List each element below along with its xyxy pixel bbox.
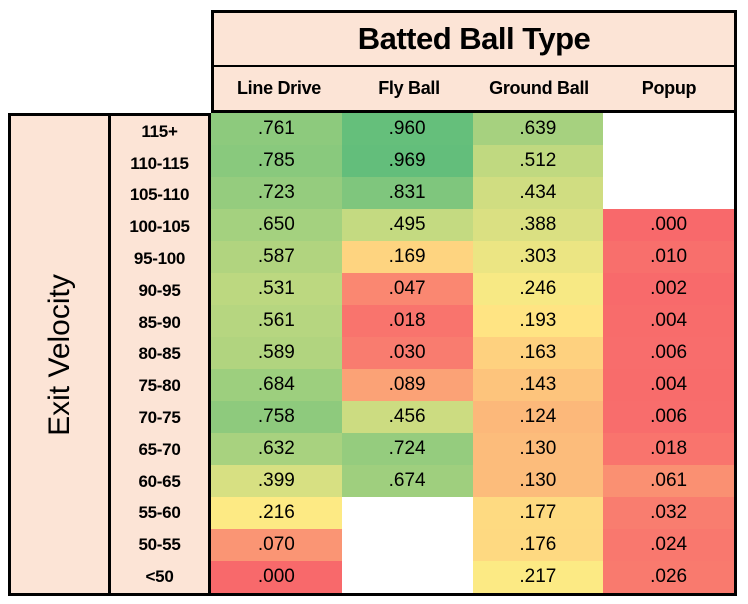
- heatmap-cell: .495: [341, 209, 473, 241]
- column-header: Ground Ball: [489, 78, 589, 98]
- heatmap-cell: .761: [211, 113, 342, 145]
- heatmap-cell: .831: [341, 177, 473, 209]
- heatmap-cell: .216: [211, 497, 342, 529]
- heatmap-cell: .388: [472, 209, 604, 241]
- heatmap-cell: .969: [341, 145, 473, 177]
- table-title: Batted Ball Type: [214, 13, 734, 67]
- heatmap-cell: .143: [472, 369, 604, 401]
- row-label: 80-85: [138, 344, 181, 364]
- heatmap-cell: .639: [472, 113, 604, 145]
- heatmap-cell: .587: [211, 241, 342, 273]
- heatmap-cell: .531: [211, 273, 342, 305]
- heatmap-cell: .193: [472, 305, 604, 337]
- row-label: 105-110: [129, 185, 190, 205]
- heatmap-cell: [341, 497, 473, 529]
- heatmap-cell: .010: [603, 241, 734, 273]
- row-label: 60-65: [138, 471, 181, 491]
- column-header: Line Drive: [236, 78, 322, 98]
- column-headers: Line Drive Fly Ball Ground Ball Popup: [214, 67, 734, 110]
- heatmap-cell: .004: [603, 305, 734, 337]
- row-label: 90-95: [138, 280, 181, 300]
- heatmap-cell: .000: [603, 209, 734, 241]
- heatmap-cell: [341, 561, 473, 593]
- heatmap-cell: .089: [341, 369, 473, 401]
- heatmap-cell: .018: [603, 433, 734, 465]
- heatmap-cell: .030: [341, 337, 473, 369]
- heatmap-cell: [341, 529, 473, 561]
- heatmap-cell: .589: [211, 337, 342, 369]
- heatmap-cell: .006: [603, 337, 734, 369]
- heatmap-cell: .399: [211, 465, 342, 497]
- heatmap-cell: .303: [472, 241, 604, 273]
- heatmap-cell: .177: [472, 497, 604, 529]
- column-header: Fly Ball: [378, 78, 440, 98]
- row-labels-column: 115+ 110-115 105-110 100-105 95-100 90-95 85-9…: [111, 116, 208, 593]
- heatmap-cell: .246: [472, 273, 604, 305]
- heatmap-cell: .130: [472, 433, 604, 465]
- row-label: 70-75: [138, 408, 181, 428]
- column-header: Popup: [641, 78, 697, 98]
- row-label: 95-100: [133, 249, 186, 269]
- row-label: 110-115: [130, 153, 189, 173]
- row-label: 115+: [141, 121, 178, 141]
- heatmap-cell: .006: [603, 401, 734, 433]
- batted-ball-type-header-box: Batted Ball Type Line Drive Fly Ball Groun…: [211, 10, 737, 113]
- row-label: 75-80: [138, 376, 181, 396]
- heatmap-cell: .960: [341, 113, 473, 145]
- heatmap-cell: .026: [603, 561, 734, 593]
- heatmap-cell: .674: [341, 465, 473, 497]
- row-axis-cell: Exit Velocity: [11, 116, 111, 593]
- heatmap-cell: .004: [603, 369, 734, 401]
- heatmap-cell: .124: [472, 401, 604, 433]
- heatmap-cell: .684: [211, 369, 342, 401]
- row-label: 55-60: [138, 503, 181, 523]
- row-label: <50: [145, 567, 174, 587]
- heatmap-cell: .002: [603, 273, 734, 305]
- row-label: 50-55: [138, 535, 181, 555]
- row-label: 85-90: [138, 312, 181, 332]
- heatmap-cell: .163: [472, 337, 604, 369]
- heatmap-cell: .650: [211, 209, 342, 241]
- heatmap-cell: .018: [341, 305, 473, 337]
- heatmap-cell: .169: [341, 241, 473, 273]
- heatmap-grid: .761.960.639 .785.969.512 .723.831.434 .650…: [211, 113, 737, 596]
- heatmap-cell: [603, 177, 734, 209]
- heatmap-cell: .758: [211, 401, 342, 433]
- heatmap-cell: .434: [472, 177, 604, 209]
- heatmap-cell: .024: [603, 529, 734, 561]
- heatmap-cell: .723: [211, 177, 342, 209]
- exit-velocity-panel: Exit Velocity 115+ 110-115 105-110 100-105 9…: [8, 113, 211, 596]
- heatmap-cell: .176: [472, 529, 604, 561]
- heatmap-cell: [603, 113, 734, 145]
- heatmap-cell: .561: [211, 305, 342, 337]
- row-label: 100-105: [129, 217, 190, 237]
- heatmap-cell: .130: [472, 465, 604, 497]
- heatmap-cell: .512: [472, 145, 604, 177]
- heatmap-cell: .000: [211, 561, 342, 593]
- heatmap-cell: .456: [341, 401, 473, 433]
- heatmap-cell: .632: [211, 433, 342, 465]
- heatmap-cell: .061: [603, 465, 734, 497]
- heatmap-cell: .070: [211, 529, 342, 561]
- heatmap-cell: [603, 145, 734, 177]
- heatmap-cell: .032: [603, 497, 734, 529]
- row-label: 65-70: [138, 439, 181, 459]
- row-axis-label: Exit Velocity: [42, 273, 76, 436]
- heatmap-cell: .217: [472, 561, 604, 593]
- heatmap-cell: .047: [341, 273, 473, 305]
- heatmap-cell: .785: [211, 145, 342, 177]
- heatmap-cell: .724: [341, 433, 473, 465]
